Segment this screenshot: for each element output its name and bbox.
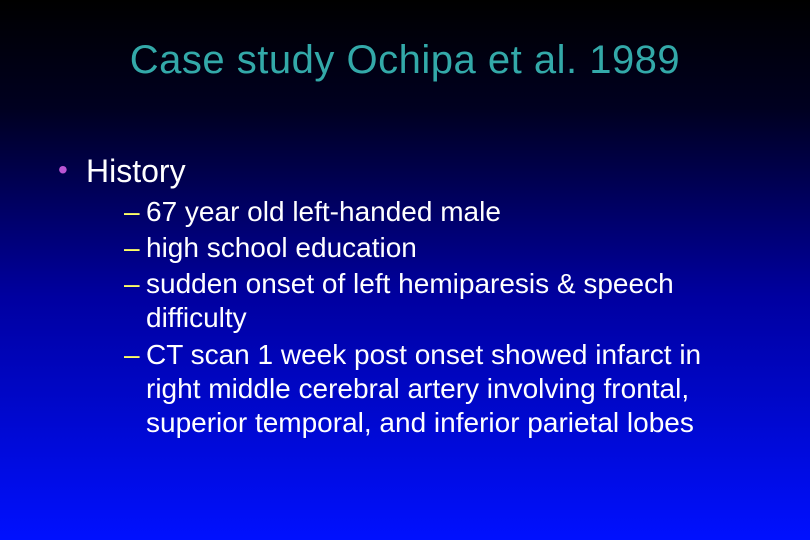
list-subitem-text: CT scan 1 week post onset showed infarct… xyxy=(146,339,701,438)
bullet-icon: • xyxy=(58,151,68,189)
list-subitem-text: sudden onset of left hemiparesis & speec… xyxy=(146,268,674,333)
list-subitem-text: high school education xyxy=(146,232,417,263)
list-item: • History – 67 year old left-handed male… xyxy=(58,151,752,440)
list-subitem: – 67 year old left-handed male xyxy=(124,195,752,229)
list-subitem: – CT scan 1 week post onset showed infar… xyxy=(124,338,752,440)
list-item-label: History xyxy=(86,153,186,189)
dash-icon: – xyxy=(124,338,140,372)
slide: Case study Ochipa et al. 1989 • History … xyxy=(0,0,810,540)
slide-title: Case study Ochipa et al. 1989 xyxy=(0,0,810,83)
list-subitem: – high school education xyxy=(124,231,752,265)
slide-body: • History – 67 year old left-handed male… xyxy=(0,83,810,440)
dash-icon: – xyxy=(124,267,140,301)
dash-icon: – xyxy=(124,231,140,265)
dash-icon: – xyxy=(124,195,140,229)
list-subitem: – sudden onset of left hemiparesis & spe… xyxy=(124,267,752,335)
list-subitem-text: 67 year old left-handed male xyxy=(146,196,501,227)
